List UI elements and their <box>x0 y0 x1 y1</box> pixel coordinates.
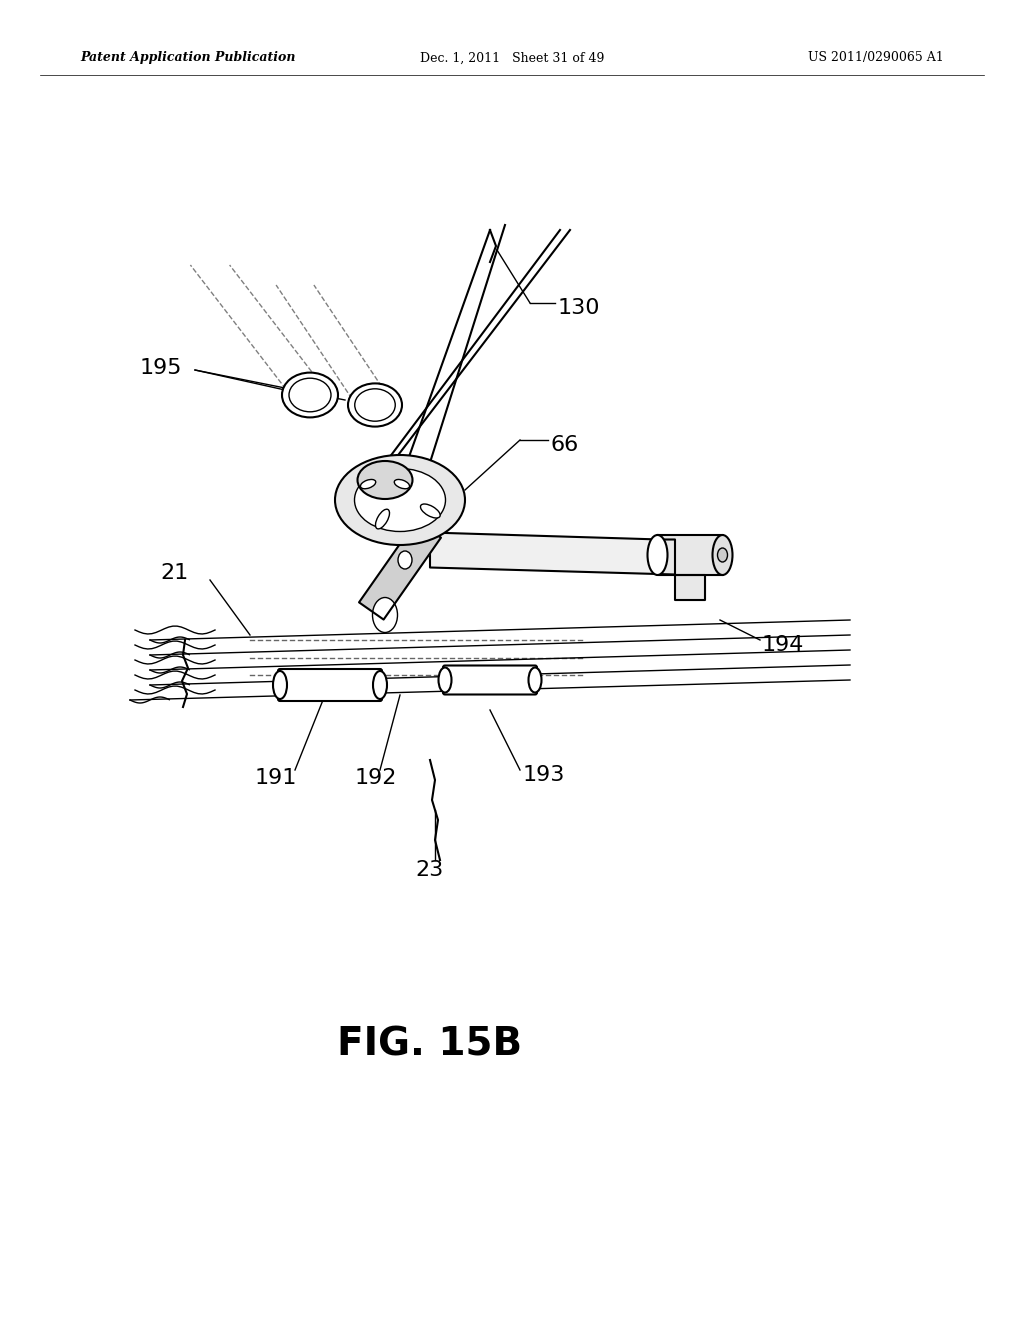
Ellipse shape <box>289 379 331 412</box>
Text: 192: 192 <box>355 768 397 788</box>
Ellipse shape <box>273 671 287 700</box>
FancyBboxPatch shape <box>443 665 537 694</box>
Ellipse shape <box>421 504 440 517</box>
Ellipse shape <box>348 383 402 426</box>
Ellipse shape <box>647 535 668 576</box>
Text: 194: 194 <box>762 635 805 655</box>
Ellipse shape <box>373 671 387 700</box>
Ellipse shape <box>376 510 389 529</box>
Ellipse shape <box>713 535 732 576</box>
Text: Patent Application Publication: Patent Application Publication <box>80 51 296 65</box>
Ellipse shape <box>354 469 445 532</box>
Ellipse shape <box>398 550 412 569</box>
Ellipse shape <box>354 389 395 421</box>
Text: 191: 191 <box>255 768 297 788</box>
Text: 23: 23 <box>415 861 443 880</box>
Text: 193: 193 <box>523 766 565 785</box>
Ellipse shape <box>282 372 338 417</box>
Text: 130: 130 <box>558 298 600 318</box>
Text: 66: 66 <box>550 436 579 455</box>
Text: Dec. 1, 2011   Sheet 31 of 49: Dec. 1, 2011 Sheet 31 of 49 <box>420 51 604 65</box>
Ellipse shape <box>360 479 376 488</box>
Text: US 2011/0290065 A1: US 2011/0290065 A1 <box>808 51 944 65</box>
Ellipse shape <box>718 548 727 562</box>
Ellipse shape <box>438 668 452 693</box>
FancyBboxPatch shape <box>278 669 382 701</box>
Polygon shape <box>430 532 675 574</box>
Ellipse shape <box>335 455 465 545</box>
Ellipse shape <box>373 598 397 632</box>
Ellipse shape <box>528 668 542 693</box>
Polygon shape <box>359 520 441 619</box>
Ellipse shape <box>357 461 413 499</box>
Text: FIG. 15B: FIG. 15B <box>338 1026 522 1064</box>
Ellipse shape <box>394 479 410 488</box>
Text: 21: 21 <box>160 564 188 583</box>
Ellipse shape <box>376 471 389 491</box>
Polygon shape <box>657 535 723 576</box>
Polygon shape <box>675 574 705 599</box>
Text: 195: 195 <box>140 358 182 378</box>
